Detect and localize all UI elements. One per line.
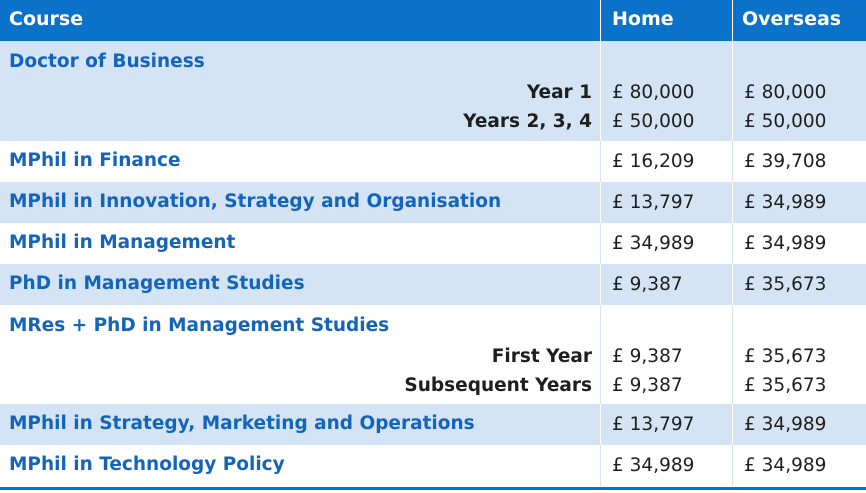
overseas-fee: £ 34,989 bbox=[732, 182, 866, 223]
overseas-fee: £ 34,989 bbox=[732, 404, 866, 445]
home-fee: £ 13,797 bbox=[600, 404, 732, 445]
overseas-fee: £ 35,673 bbox=[732, 264, 866, 305]
overseas-fee: £ 80,000 bbox=[744, 82, 827, 103]
table-row: Doctor of Business Year 1 Years 2, 3, 4 … bbox=[0, 41, 866, 141]
home-fee: £ 9,387 bbox=[612, 346, 683, 367]
overseas-fee: £ 34,989 bbox=[732, 445, 866, 486]
header-course: Course bbox=[9, 8, 84, 30]
home-fee: £ 9,387 bbox=[600, 264, 732, 305]
sub-row-label: Years 2, 3, 4 bbox=[463, 111, 592, 132]
table-header: Course Home Overseas bbox=[0, 0, 866, 41]
course-name: MPhil in Finance bbox=[9, 150, 181, 171]
home-fee: £ 34,989 bbox=[600, 223, 732, 264]
overseas-fee: £ 50,000 bbox=[744, 111, 827, 132]
course-name: PhD in Management Studies bbox=[9, 273, 305, 294]
overseas-fee: £ 34,989 bbox=[732, 223, 866, 264]
table-bottom-border bbox=[0, 487, 866, 490]
header-overseas: Overseas bbox=[732, 0, 866, 41]
course-name: MPhil in Strategy, Marketing and Operati… bbox=[9, 413, 475, 434]
course-name: MPhil in Innovation, Strategy and Organi… bbox=[9, 191, 502, 212]
home-fee: £ 16,209 bbox=[600, 141, 732, 182]
course-name: MPhil in Technology Policy bbox=[9, 454, 285, 475]
table-row: MPhil in Strategy, Marketing and Operati… bbox=[0, 404, 866, 445]
table-row: PhD in Management Studies £ 9,387 £ 35,6… bbox=[0, 264, 866, 305]
home-fee: £ 80,000 bbox=[612, 82, 695, 103]
table-row: MRes + PhD in Management Studies First Y… bbox=[0, 305, 866, 404]
header-home: Home bbox=[600, 0, 732, 41]
course-name: Doctor of Business bbox=[9, 51, 205, 72]
sub-row-label: Year 1 bbox=[526, 82, 592, 103]
home-fee: £ 13,797 bbox=[600, 182, 732, 223]
overseas-fee: £ 39,708 bbox=[732, 141, 866, 182]
home-fee: £ 34,989 bbox=[600, 445, 732, 486]
home-fee: £ 50,000 bbox=[612, 111, 695, 132]
table-row: MPhil in Technology Policy £ 34,989 £ 34… bbox=[0, 445, 866, 486]
overseas-fee: £ 35,673 bbox=[744, 346, 827, 367]
overseas-fee: £ 35,673 bbox=[744, 375, 827, 396]
table-row: MPhil in Finance £ 16,209 £ 39,708 bbox=[0, 141, 866, 182]
table-row: MPhil in Innovation, Strategy and Organi… bbox=[0, 182, 866, 223]
home-fee: £ 9,387 bbox=[612, 375, 683, 396]
course-name: MRes + PhD in Management Studies bbox=[9, 315, 390, 336]
course-name: MPhil in Management bbox=[9, 232, 236, 253]
sub-row-label: First Year bbox=[491, 346, 592, 367]
table-row: MPhil in Management £ 34,989 £ 34,989 bbox=[0, 223, 866, 264]
sub-row-label: Subsequent Years bbox=[404, 375, 592, 396]
